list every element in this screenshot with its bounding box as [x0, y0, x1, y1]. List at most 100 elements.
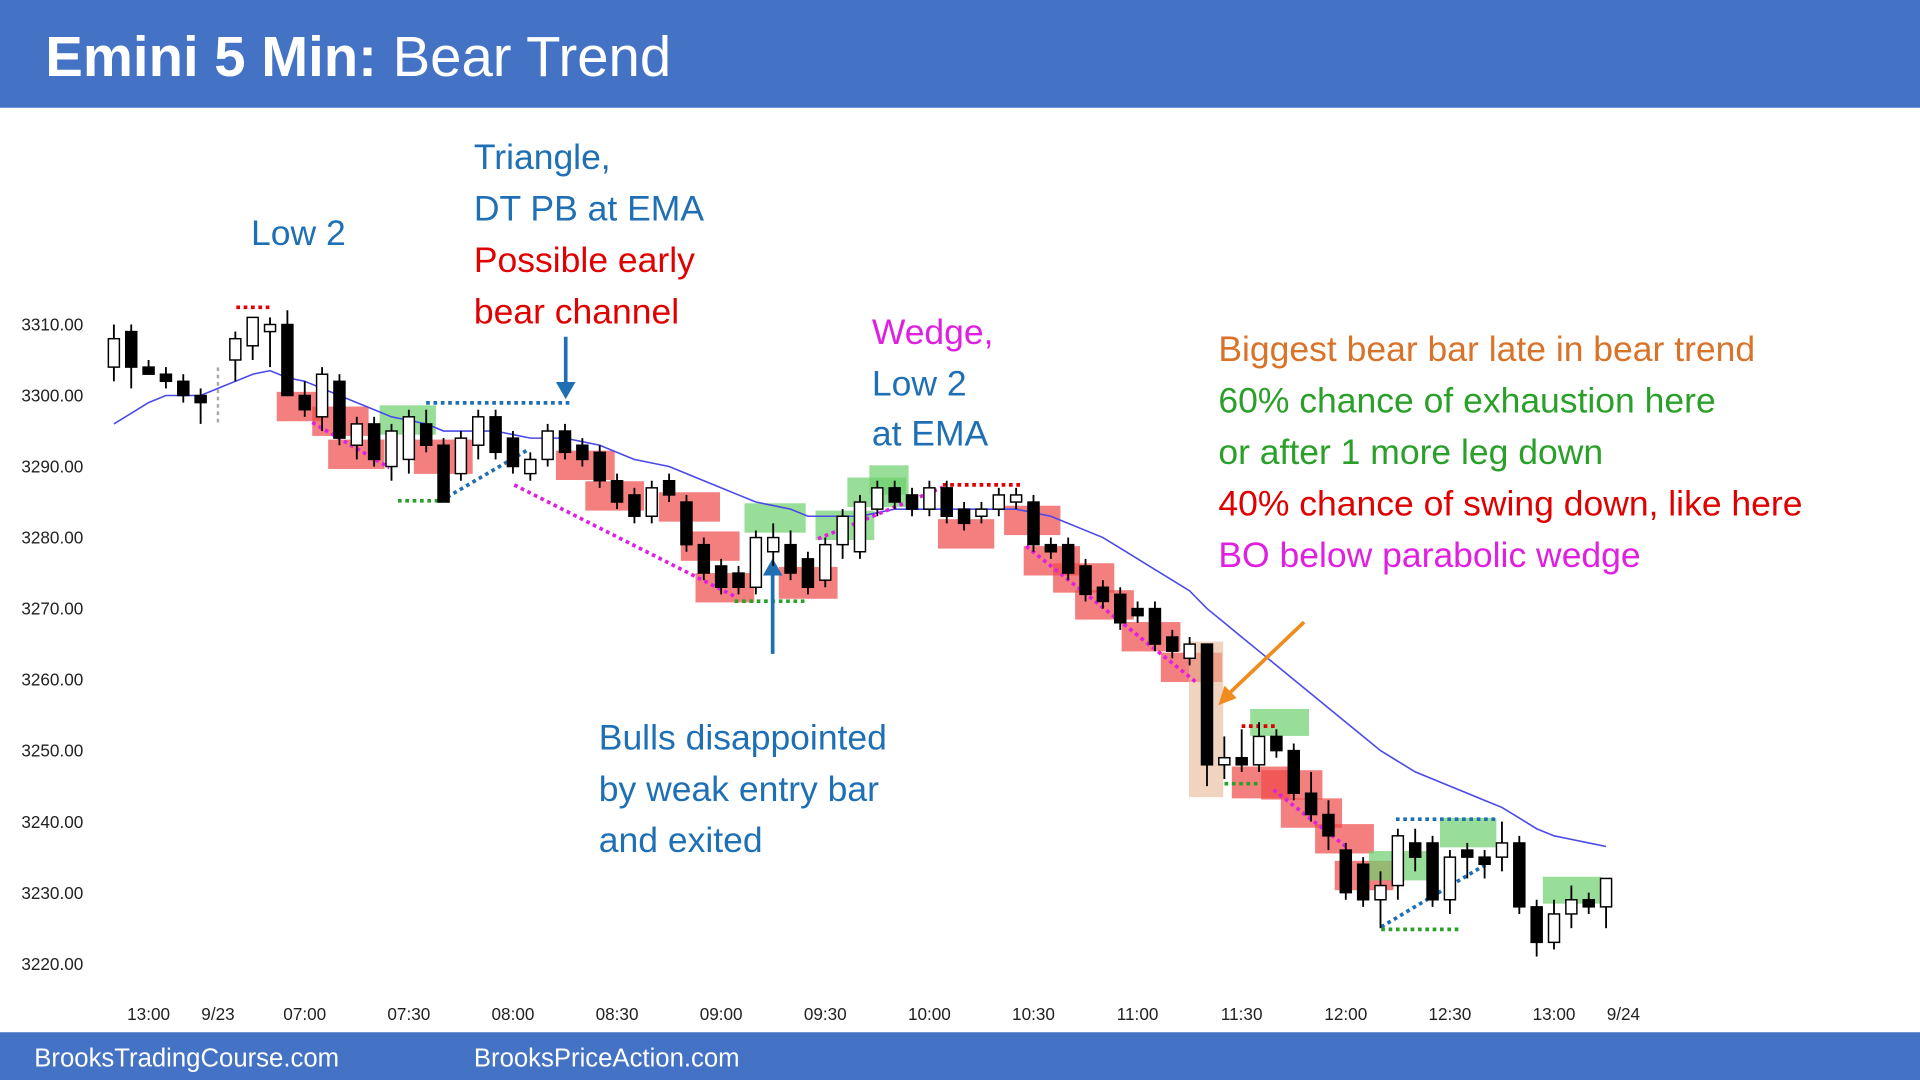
candle-body: [905, 494, 919, 510]
dotted-line: [513, 483, 736, 598]
candle-body: [1027, 501, 1040, 546]
candle-body: [333, 380, 346, 439]
candle-body: [1530, 906, 1543, 944]
candle-body: [1322, 813, 1335, 837]
candle-body: [1131, 607, 1144, 617]
candle-body: [263, 323, 277, 333]
candle-body: [367, 423, 381, 461]
x-tick-label: 12:00: [1324, 1004, 1367, 1024]
x-tick-label: 07:00: [283, 1004, 326, 1024]
candle-body: [1113, 593, 1127, 624]
arrow-head: [555, 382, 576, 400]
candle-body: [194, 394, 207, 404]
y-tick-label: 3250.00: [21, 741, 83, 761]
annotation: 60% chance of exhaustion here: [1218, 381, 1715, 421]
candle-body: [1513, 842, 1526, 908]
candle-body: [992, 494, 1006, 510]
annotation: and exited: [599, 820, 763, 860]
candle-body: [419, 423, 433, 446]
annotation: by weak entry bar: [599, 769, 879, 809]
x-tick-label: 08:00: [492, 1004, 535, 1024]
x-tick-label: 11:00: [1117, 1004, 1159, 1024]
candle-body: [784, 543, 797, 574]
candle-body: [454, 437, 468, 475]
candle-body: [576, 444, 589, 461]
annotation: Wedge,: [872, 312, 994, 352]
arrow-head: [762, 558, 783, 576]
candle-body: [315, 373, 329, 418]
candle-body: [888, 487, 901, 503]
candle-body: [437, 444, 450, 503]
annotation: Low 2: [251, 213, 346, 253]
candle-body: [819, 543, 832, 581]
annotation: Bulls disappointed: [599, 717, 887, 757]
candle-body: [714, 565, 728, 589]
title-main: Bear Trend: [393, 25, 672, 88]
candle-body: [1304, 792, 1318, 816]
y-tick-label: 3230.00: [21, 883, 83, 903]
y-tick-label: 3290.00: [21, 457, 83, 477]
y-tick-label: 3220.00: [21, 954, 83, 974]
candle-body: [593, 451, 606, 482]
footer-bar: [0, 1032, 1920, 1080]
candle-body: [472, 416, 485, 446]
candle-body: [107, 337, 121, 368]
x-tick-label: 9/24: [1607, 1004, 1641, 1024]
candle-body: [1183, 643, 1196, 660]
candle-body: [1287, 749, 1300, 794]
annotation: at EMA: [872, 414, 989, 454]
annotation: bear channel: [474, 291, 679, 331]
candle-body: [1252, 735, 1266, 766]
candle-body: [801, 558, 815, 588]
header-bar: [0, 0, 1920, 108]
candle-body: [1426, 842, 1439, 901]
candle-body: [1495, 842, 1509, 858]
candle-body: [628, 494, 641, 517]
candle-body: [1235, 756, 1248, 766]
y-tick-label: 3260.00: [21, 670, 83, 690]
x-tick-label: 09:00: [700, 1004, 743, 1024]
candle-body: [680, 501, 693, 546]
y-tick-label: 3280.00: [21, 528, 83, 548]
candle-body: [350, 423, 364, 446]
candle-body: [489, 416, 502, 454]
candle-body: [1374, 884, 1387, 901]
candle-body: [697, 543, 711, 574]
candle-body: [732, 572, 745, 588]
box: [1440, 817, 1497, 848]
candle-body: [645, 487, 659, 517]
box: [744, 503, 806, 533]
candle-body: [229, 337, 242, 361]
candle-body: [385, 430, 398, 468]
candle-body: [1547, 913, 1561, 944]
arrows: [555, 336, 1306, 706]
annotation: DT PB at EMA: [474, 188, 704, 228]
candle-body: [940, 487, 953, 517]
candle-body: [1044, 543, 1058, 553]
candle-body: [281, 323, 294, 397]
candle-body: [923, 487, 936, 510]
candle-body: [402, 416, 416, 461]
candle-body: [1096, 586, 1110, 603]
candle-body: [524, 458, 537, 475]
candle-body: [1270, 735, 1283, 752]
candle-body: [836, 515, 849, 546]
candle-body: [749, 536, 763, 588]
y-tick-label: 3310.00: [21, 315, 83, 335]
x-tick-label: 13:00: [127, 1004, 170, 1024]
candle-body: [124, 330, 138, 368]
annotation: Possible early: [474, 240, 695, 280]
box: [1250, 708, 1309, 736]
annotation: BO below parabolic wedge: [1218, 535, 1640, 575]
x-tick-label: 13:00: [1533, 1004, 1576, 1024]
candle-body: [246, 316, 259, 347]
candle-body: [1599, 877, 1613, 908]
annotation: or after 1 more leg down: [1218, 432, 1603, 472]
candle-body: [298, 394, 311, 411]
candle-body: [1166, 636, 1179, 652]
candle-body: [1061, 543, 1075, 574]
footer-left: BrooksTradingCourse.com: [34, 1045, 339, 1073]
candle-body: [853, 501, 867, 553]
candle-body: [975, 508, 988, 517]
